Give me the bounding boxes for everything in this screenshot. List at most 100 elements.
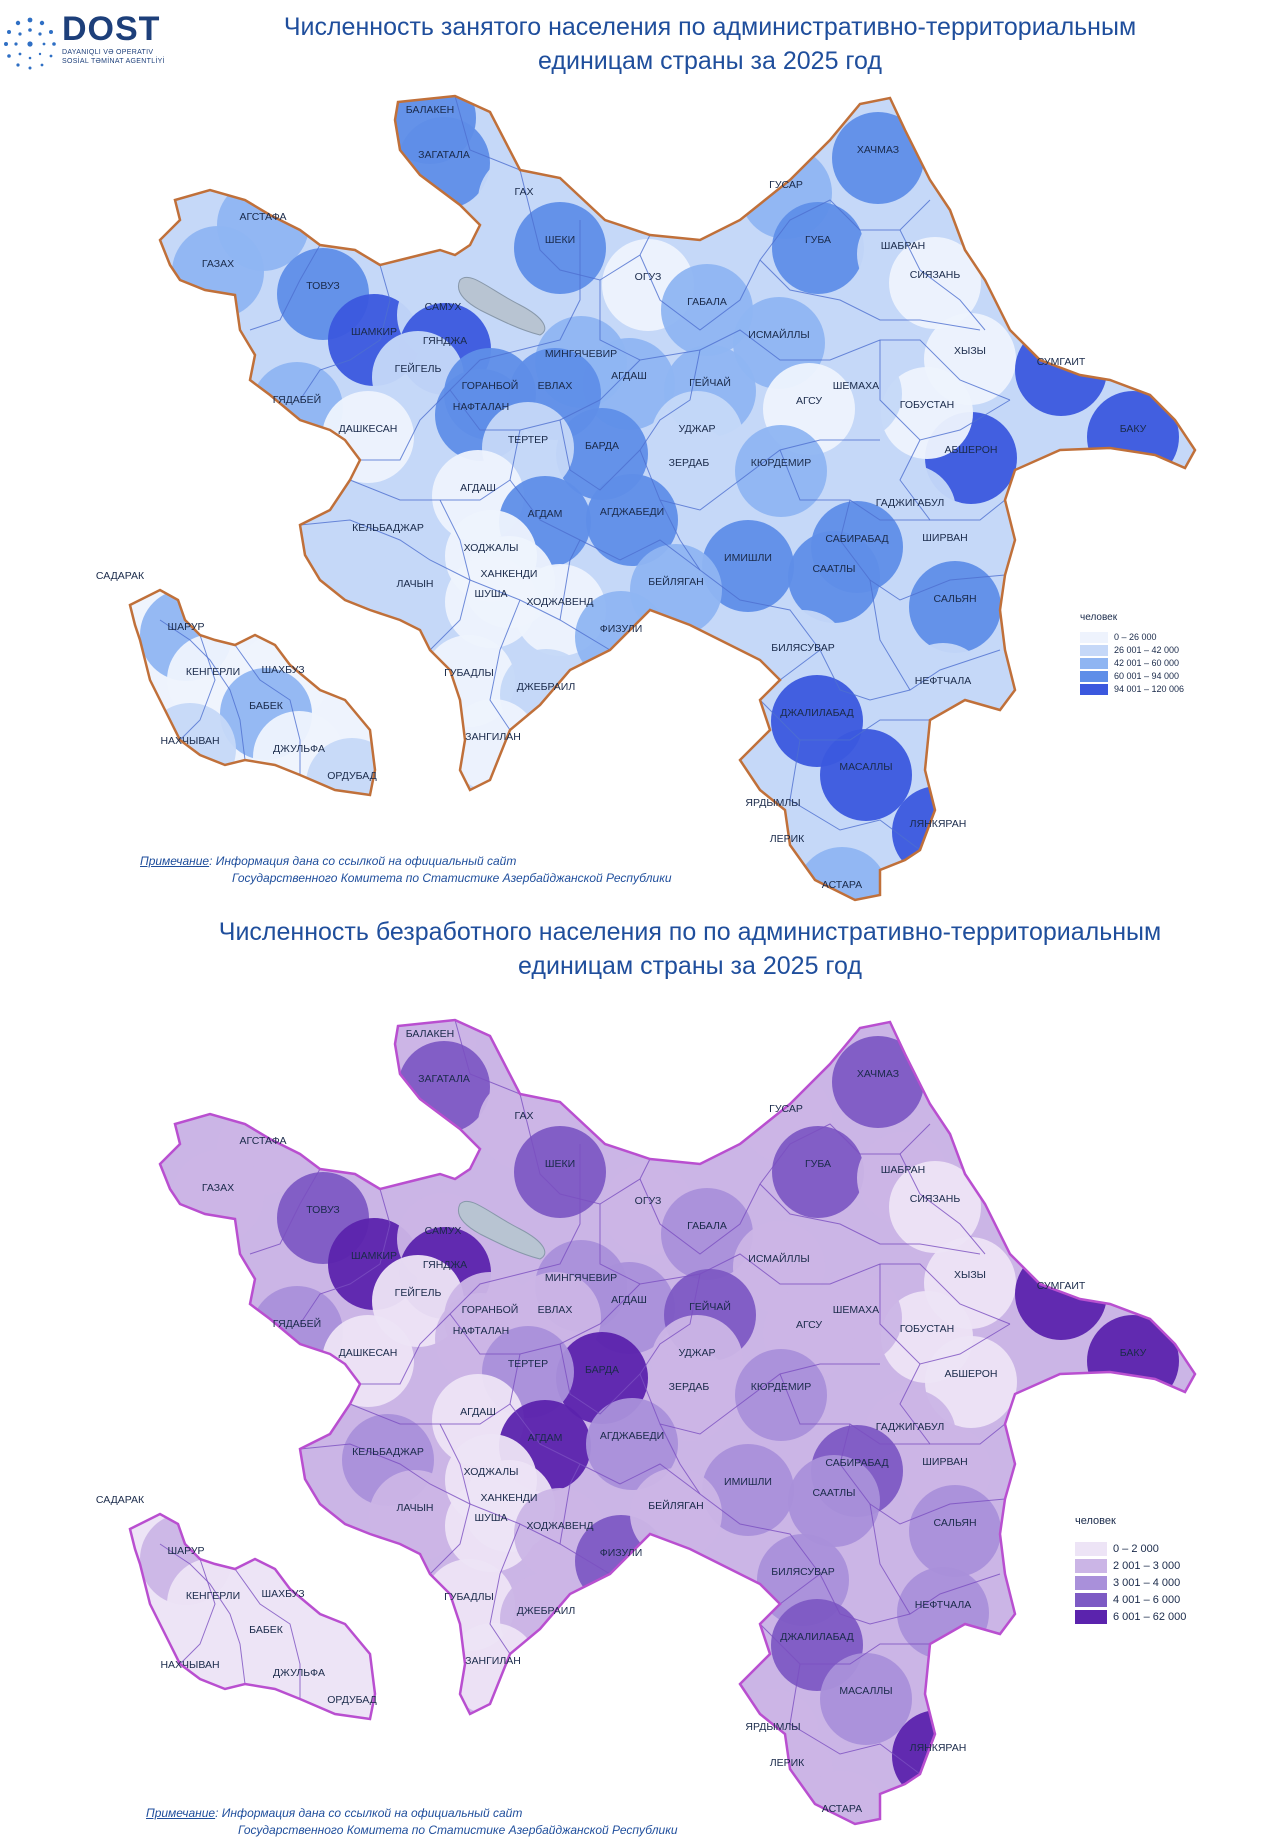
region-label: ГЯНДЖА: [423, 335, 467, 347]
region-label: ГЯНДЖА: [423, 1259, 467, 1271]
region-label: МИНГЯЧЕВИР: [545, 1272, 617, 1284]
region-label: ХАЧМАЗ: [857, 144, 899, 156]
map2-legend-item: 0 – 2 000: [1075, 1541, 1186, 1557]
map2-legend-swatch: [1075, 1559, 1107, 1573]
region-label: КЕЛЬБАДЖАР: [352, 1446, 424, 1458]
region-fill: [889, 1161, 981, 1253]
region-label: ГУБА: [805, 234, 831, 246]
region-boundary: [469, 579, 611, 651]
region-boundary: [899, 1153, 986, 1255]
region-label: МАСАЛЛЫ: [839, 1685, 892, 1697]
region-label: АБШЕРОН: [944, 444, 997, 456]
region-label: ИМИШЛИ: [724, 1476, 772, 1488]
region-fill: [1087, 391, 1179, 483]
region-label: ГЕЙЧАЙ: [689, 1300, 731, 1313]
nakhchivan-border: [128, 588, 377, 797]
region-label: АСТАРА: [822, 879, 862, 891]
region-boundary: [779, 1573, 821, 1605]
nakhchivan-border: [128, 1512, 377, 1721]
region-label: ШАБРАН: [881, 1164, 925, 1176]
region-label: АГДАМ: [528, 508, 563, 520]
region-label: ШЕКИ: [545, 234, 575, 246]
region-boundary: [789, 739, 921, 851]
region-label: ДЖАЛИЛАБАД: [780, 707, 854, 719]
region-boundary: [639, 1123, 931, 1255]
region-label: ГУСАР: [769, 1103, 803, 1115]
map2-legend-label: 3 001 – 4 000: [1113, 1577, 1181, 1589]
map1-legend-swatch: [1080, 683, 1108, 695]
region-label: САБИРАБАД: [825, 533, 888, 545]
region-label: ГАХ: [515, 1110, 534, 1122]
country-border: [158, 1018, 1197, 1826]
region-label: ОГУЗ: [635, 1195, 662, 1207]
map2-legend: человек 0 – 2 000 2 001 – 3 000 3 001 – 4 …: [1075, 1515, 1186, 1626]
region-label: САЛЬЯН: [933, 1517, 976, 1529]
region-fill: [1015, 1248, 1107, 1340]
region-label: ГАБАЛА: [687, 296, 727, 308]
region-label: ИМИШЛИ: [724, 552, 772, 564]
region-label: АГДЖАБЕДИ: [600, 506, 664, 518]
region-fill: [832, 1036, 924, 1128]
region-label: ГАЗАХ: [202, 258, 234, 270]
region-boundary: [234, 644, 301, 775]
region-label: ОРДУБАД: [327, 770, 377, 782]
region-fill: [820, 1653, 912, 1745]
region-label: НАФТАЛАН: [453, 1325, 509, 1337]
region-fill: [172, 1150, 264, 1242]
map1-legend-label: 42 001 – 60 000: [1114, 658, 1180, 668]
region-label: ЛЕРИК: [770, 833, 805, 845]
region-label: ГОРАНБОЙ: [462, 1303, 519, 1316]
region-label: АГДАШ: [611, 1294, 647, 1306]
region-label: ГЕЙЧАЙ: [689, 376, 731, 389]
region-boundary: [759, 699, 930, 741]
region-label: ОГУЗ: [635, 271, 662, 283]
region-fill: [514, 202, 606, 294]
map1-legend-label: 60 001 – 94 000: [1114, 671, 1180, 681]
region-label: АГСУ: [796, 395, 822, 407]
region-boundary: [839, 1423, 1006, 1525]
region-label: ШЕМАХА: [833, 1304, 879, 1316]
region-label: ФИЗУЛИ: [600, 1547, 643, 1559]
map2-legend-label: 0 – 2 000: [1113, 1543, 1159, 1555]
region-label: БАКУ: [1120, 1347, 1147, 1359]
region-boundary: [559, 419, 641, 491]
map1-legend-item: 0 – 26 000: [1080, 631, 1184, 643]
map2-note-label: Примечание: [146, 1806, 216, 1820]
region-label: ЛАЧЫН: [397, 578, 434, 590]
region-boundary: [159, 1543, 246, 1685]
region-fill: [892, 1710, 984, 1802]
region-label: ХЫЗЫ: [954, 345, 986, 357]
region-fill: [251, 1286, 343, 1378]
map1-legend-item: 42 001 – 60 000: [1080, 657, 1184, 669]
region-label: ДАШКЕСАН: [339, 1347, 398, 1359]
region-fill: [735, 425, 827, 517]
region-label: ГУБАДЛЫ: [444, 1591, 494, 1603]
region-label: ШИРВАН: [922, 1456, 967, 1468]
region-label: БАБЕК: [249, 700, 284, 712]
region-boundary: [509, 1403, 701, 1495]
region-label: НЕФТЧАЛА: [915, 1599, 972, 1611]
region-fill: [630, 544, 722, 636]
region-label: ЕВЛАХ: [538, 380, 573, 392]
region-label: ШУША: [475, 588, 508, 600]
region-label: ДЖУЛЬФА: [273, 743, 325, 755]
region-label: АБШЕРОН: [944, 1368, 997, 1380]
region-boundary: [559, 1463, 581, 1545]
region-label: ХАНКЕНДИ: [481, 568, 538, 580]
region-label: ГУБА: [805, 1158, 831, 1170]
region-label: ГОРАНБОЙ: [462, 379, 519, 392]
region-label: ДАШКЕСАН: [339, 423, 398, 435]
region-label: БЕЙЛЯГАН: [648, 1499, 703, 1512]
region-boundary: [179, 634, 216, 741]
region-boundary: [599, 280, 1011, 401]
region-label: САМУХ: [425, 1225, 462, 1237]
region-label: АГДАШ: [460, 1406, 496, 1418]
unemployment-map: БАЛАКЕН ЗАГАТАЛА ГАХ ШЕКИ ОГУЗ ГАБАЛА ИСМАЙЛЛЫ…: [96, 1018, 1197, 1826]
map2-legend-swatch: [1075, 1610, 1107, 1624]
region-boundary: [639, 199, 931, 331]
region-label: САДАРАК: [96, 570, 145, 582]
region-label: АГДАШ: [611, 370, 647, 382]
map1-legend-title: человек: [1080, 612, 1118, 623]
region-boundary: [899, 229, 986, 331]
region-label: БАКУ: [1120, 423, 1147, 435]
